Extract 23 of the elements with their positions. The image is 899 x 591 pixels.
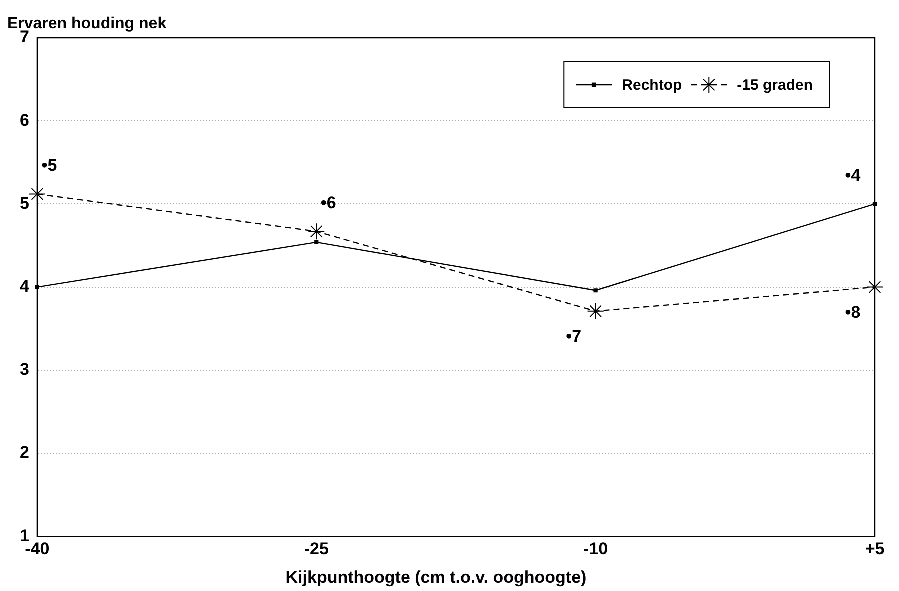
point bbox=[308, 223, 326, 240]
annotation: •5 bbox=[42, 156, 58, 175]
legend-label: Rechtop bbox=[622, 77, 682, 94]
y-tick-label: 3 bbox=[20, 360, 30, 380]
x-axis-title: Kijkpunthoogte (cm t.o.v. ooghoogte) bbox=[286, 568, 587, 588]
legend-label: -15 graden bbox=[737, 77, 813, 94]
y-tick-label: 4 bbox=[20, 276, 30, 296]
annotation: •7 bbox=[566, 327, 582, 346]
y-tick-label: 5 bbox=[20, 194, 30, 213]
annotation: •4 bbox=[845, 166, 862, 185]
y-tick-label: 2 bbox=[20, 443, 30, 462]
x-tick-label: +5 bbox=[865, 539, 885, 558]
x-tick-label: -25 bbox=[304, 539, 329, 558]
point bbox=[594, 288, 598, 293]
x-tick-label: -10 bbox=[584, 539, 608, 558]
y-tick-label: 7 bbox=[20, 28, 30, 47]
annotation: •8 bbox=[845, 302, 861, 322]
point bbox=[28, 186, 46, 203]
y-tick-label: 1 bbox=[20, 526, 30, 546]
annotation: •6 bbox=[320, 193, 336, 212]
y-tick-label: 6 bbox=[20, 110, 30, 130]
point bbox=[314, 240, 319, 244]
point bbox=[587, 302, 604, 320]
